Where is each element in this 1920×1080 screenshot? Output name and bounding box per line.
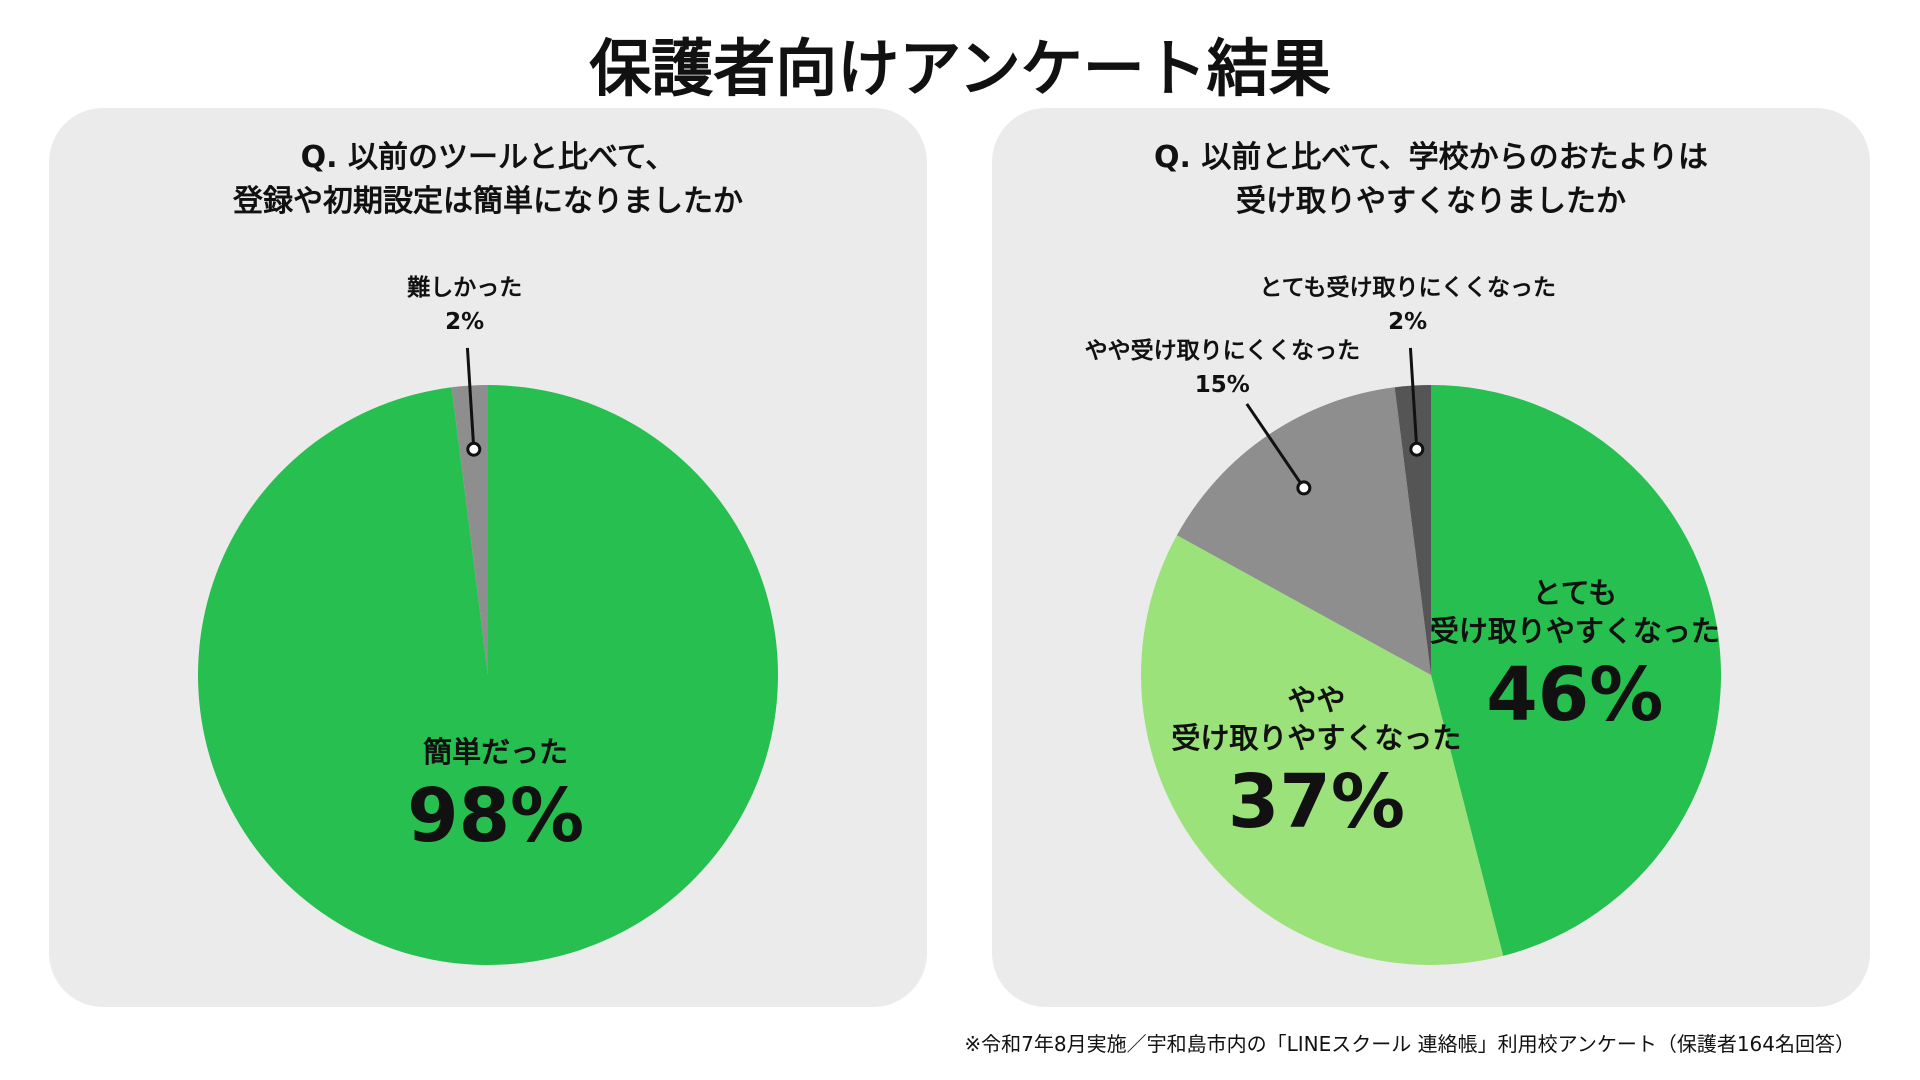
leader-line (1245, 403, 1306, 489)
slice-category: 難しかった (407, 274, 523, 301)
pie-slice (1141, 535, 1504, 965)
slice-category: やや 受け取りやすくなった (1171, 682, 1462, 755)
footnote: ※令和7年8月実施／宇和島市内の「LINEスクール 連絡帳」利用校アンケート（保… (964, 1032, 1855, 1056)
pie-slice (1394, 385, 1431, 675)
slice-label: とても受け取りにくくなった 2% (1259, 271, 1556, 339)
slice-category: 簡単だった (423, 734, 569, 769)
slice-value-label: 2% (1388, 308, 1428, 335)
slice-label: やや 受け取りやすくなった 37% (1171, 681, 1461, 847)
pie-slice (1431, 385, 1721, 956)
pie-chart (198, 347, 779, 965)
page-title: 保護者向けアンケート結果 (589, 32, 1331, 105)
slice-label: とても 受け取りやすくなった 46% (1430, 574, 1720, 740)
slice-label: 簡単だった 98% (407, 733, 584, 861)
pie-chart (1141, 347, 1721, 965)
leader-line (465, 347, 476, 450)
chart-title: Q. 以前のツールと比べて、 登録や初期設定は簡単になりましたか (233, 140, 743, 219)
slice-category: とても受け取りにくくなった (1259, 274, 1557, 301)
leader-dot (1296, 480, 1312, 496)
pie-slice (198, 385, 779, 965)
chart-panel: Q. 以前と比べて、学校からのおたよりは 受け取りやすくなりましたかとても 受け… (992, 108, 1870, 1007)
slice-category: とても 受け取りやすくなった (1429, 575, 1720, 648)
slice-value-label: 37% (1227, 758, 1405, 845)
slice-value-label: 46% (1486, 651, 1664, 738)
leader-dot (1409, 441, 1425, 457)
chart-panel: Q. 以前のツールと比べて、 登録や初期設定は簡単になりましたか簡単だった 98%… (49, 108, 927, 1007)
slice-label: 難しかった 2% (407, 271, 522, 339)
slice-value-label: 15% (1194, 371, 1250, 398)
pie-slice (451, 385, 488, 675)
pie-slice (1176, 387, 1431, 675)
slice-value-label: 2% (445, 308, 485, 335)
slice-label: やや受け取りにくくなった 15% (1085, 334, 1361, 402)
leader-line (1408, 347, 1419, 450)
slice-value-label: 98% (407, 772, 585, 859)
chart-title: Q. 以前と比べて、学校からのおたよりは 受け取りやすくなりましたか (1153, 140, 1709, 219)
leader-dot (466, 441, 482, 457)
slice-category: やや受け取りにくくなった (1084, 337, 1361, 364)
